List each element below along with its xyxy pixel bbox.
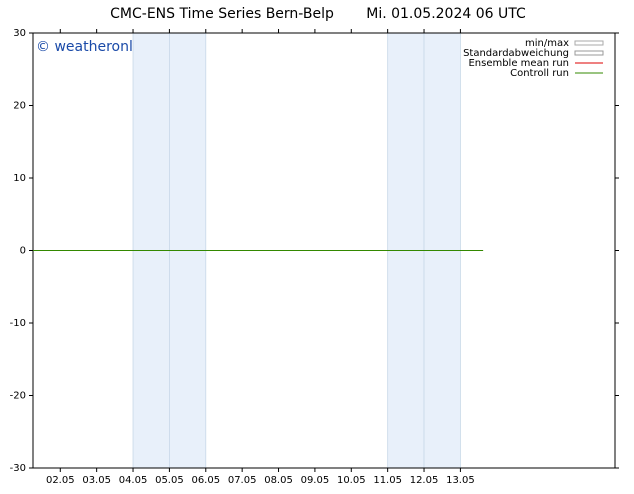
x-tick-label: 06.05	[191, 475, 220, 486]
x-tick-label: 13.05	[446, 475, 475, 486]
y-tick-label: -30	[10, 463, 26, 474]
legend-label: min/max	[525, 38, 569, 49]
legend-label: Controll run	[510, 68, 569, 79]
chart-title: CMC-ENS Time Series Bern-Belp	[110, 6, 334, 22]
x-tick-label: 05.05	[155, 475, 184, 486]
x-tick-label: 10.05	[337, 475, 366, 486]
legend-label: Standardabweichung	[463, 48, 569, 59]
y-tick-label: -10	[10, 318, 26, 329]
legend-swatch	[574, 50, 604, 56]
legend-label: Ensemble mean run	[468, 58, 569, 69]
legend-swatch	[574, 40, 604, 46]
x-tick-label: 11.05	[373, 475, 402, 486]
x-tick-label: 03.05	[82, 475, 111, 486]
chart-subtitle: Mi. 01.05.2024 06 UTC	[366, 6, 526, 22]
y-tick-label: 20	[13, 101, 26, 112]
y-tick-label: 30	[13, 28, 26, 39]
x-tick-label: 09.05	[301, 475, 330, 486]
y-tick-label: 0	[20, 246, 26, 257]
x-tick-label: 12.05	[410, 475, 439, 486]
y-tick-label: -20	[10, 391, 26, 402]
x-tick-label: 04.05	[119, 475, 148, 486]
x-tick-label: 02.05	[46, 475, 75, 486]
y-tick-label: 10	[13, 173, 26, 184]
x-tick-label: 08.05	[264, 475, 293, 486]
x-tick-label: 07.05	[228, 475, 257, 486]
